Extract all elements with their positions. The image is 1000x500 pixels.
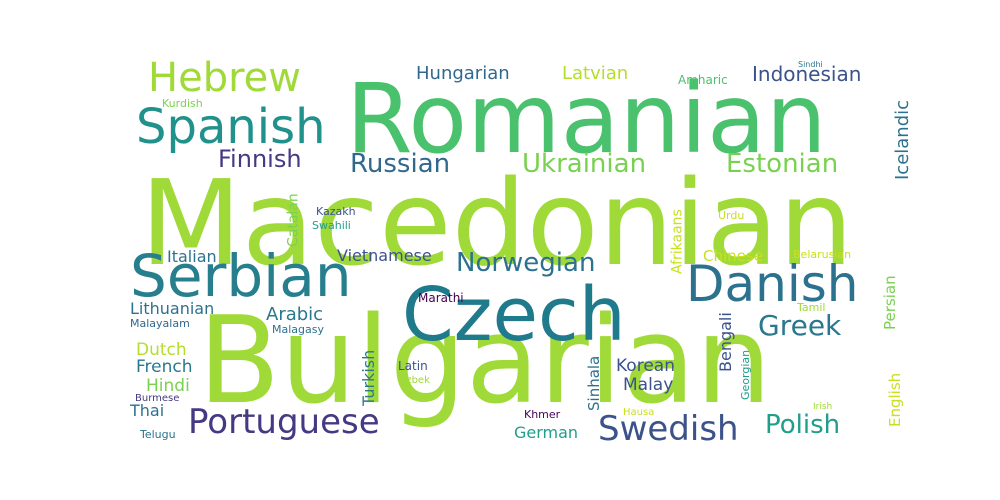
word-uzbek: Uzbek bbox=[399, 375, 430, 386]
word-hausa: Hausa bbox=[623, 407, 654, 418]
word-marathi: Marathi bbox=[418, 291, 464, 305]
word-danish: Danish bbox=[686, 255, 858, 313]
word-spanish: Spanish bbox=[136, 99, 326, 155]
word-latin: Latin bbox=[398, 359, 428, 373]
word-malay: Malay bbox=[623, 375, 673, 395]
word-belarusian: Belarusian bbox=[793, 248, 851, 261]
word-chinese: Chinese bbox=[703, 247, 763, 265]
word-hebrew: Hebrew bbox=[148, 55, 301, 101]
word-arabic: Arabic bbox=[266, 304, 323, 325]
word-khmer: Khmer bbox=[524, 408, 561, 421]
word-russian: Russian bbox=[350, 149, 450, 179]
word-persian: Persian bbox=[881, 275, 899, 330]
word-bengali: Bengali bbox=[716, 312, 735, 372]
word-macedonian: Macedonian bbox=[140, 154, 853, 292]
word-portuguese: Portuguese bbox=[188, 402, 380, 442]
word-english: English bbox=[886, 373, 904, 427]
word-tamil: Tamil bbox=[796, 301, 825, 314]
word-norwegian: Norwegian bbox=[456, 248, 595, 278]
word-kazakh: Kazakh bbox=[316, 205, 356, 218]
word-finnish: Finnish bbox=[218, 145, 302, 173]
word-serbian: Serbian bbox=[130, 242, 352, 310]
word-amharic: Amharic bbox=[678, 73, 728, 87]
word-dutch: Dutch bbox=[136, 340, 187, 360]
word-indonesian: Indonesian bbox=[752, 62, 861, 86]
word-hungarian: Hungarian bbox=[416, 63, 510, 84]
word-polish: Polish bbox=[765, 410, 840, 440]
word-thai: Thai bbox=[129, 401, 164, 420]
word-estonian: Estonian bbox=[726, 149, 838, 179]
word-swahili: Swahili bbox=[312, 219, 351, 232]
word-sindhi: Sindhi bbox=[798, 60, 823, 69]
word-hindi: Hindi bbox=[146, 376, 190, 396]
word-vietnamese: Vietnamese bbox=[337, 246, 432, 265]
word-urdu: Urdu bbox=[718, 209, 744, 222]
word-french: French bbox=[136, 357, 193, 377]
word-telugu: Telugu bbox=[139, 428, 176, 441]
word-afrikaans: Afrikaans bbox=[670, 209, 686, 274]
word-czech: Czech bbox=[402, 272, 626, 358]
word-irish: Irish bbox=[813, 402, 832, 412]
word-malayalam: Malayalam bbox=[130, 317, 190, 330]
word-turkish: Turkish bbox=[359, 350, 378, 407]
word-ukrainian: Ukrainian bbox=[522, 149, 646, 179]
word-icelandic: Icelandic bbox=[892, 100, 913, 180]
word-german: German bbox=[514, 423, 578, 442]
word-swedish: Swedish bbox=[598, 409, 739, 449]
word-kurdish: Kurdish bbox=[162, 97, 203, 110]
word-georgian: Georgian bbox=[739, 350, 752, 400]
word-korean: Korean bbox=[616, 356, 675, 376]
word-malagasy: Malagasy bbox=[272, 323, 324, 336]
word-burmese: Burmese bbox=[135, 393, 179, 404]
word-greek: Greek bbox=[758, 309, 842, 342]
word-lithuanian: Lithuanian bbox=[130, 299, 214, 318]
word-italian: Italian bbox=[167, 247, 217, 266]
word-catalan: Catalan bbox=[286, 193, 302, 247]
word-latvian: Latvian bbox=[562, 63, 628, 84]
word-sinhala: Sinhala bbox=[585, 356, 603, 411]
word-bulgarian: Bulgarian bbox=[198, 292, 772, 431]
word-romanian: Romanian bbox=[346, 63, 827, 175]
